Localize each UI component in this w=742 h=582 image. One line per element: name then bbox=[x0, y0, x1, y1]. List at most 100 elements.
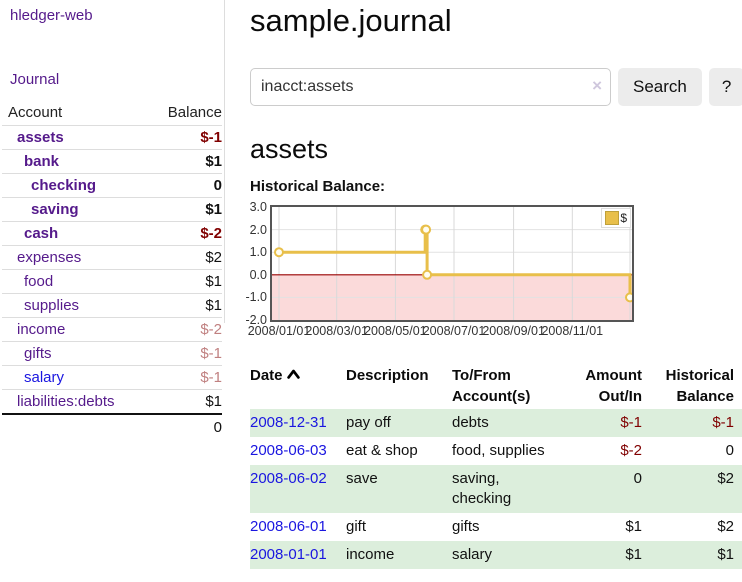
legend-label: $ bbox=[620, 210, 627, 225]
transaction-accounts: food, supplies bbox=[452, 442, 545, 459]
accounts-table: Account Balance assets $-1 bank $1 checking 0… bbox=[2, 99, 222, 440]
account-balance: $1 bbox=[205, 297, 222, 314]
register-header-date[interactable]: Date bbox=[250, 363, 346, 409]
account-balance: $1 bbox=[205, 201, 222, 218]
chart-title: Historical Balance: bbox=[250, 178, 386, 195]
x-tick-label: 2008/11/01 bbox=[541, 324, 604, 338]
account-link-salary[interactable]: salary bbox=[24, 369, 65, 386]
register-header-date-label: Date bbox=[250, 367, 283, 384]
main-content: sample.journal × Search ? assets Histori… bbox=[245, 0, 742, 569]
transaction-accounts: gifts bbox=[452, 518, 480, 535]
y-tick-label: 2.0 bbox=[249, 222, 267, 237]
search-form: × Search ? bbox=[250, 68, 742, 106]
register-header-description: Description bbox=[346, 367, 429, 384]
account-link-expenses[interactable]: expenses bbox=[17, 249, 82, 266]
sidebar-item-journal[interactable]: Journal bbox=[10, 71, 60, 88]
transaction-date-link[interactable]: 2008-06-02 bbox=[250, 470, 327, 487]
y-tick-label: -2.0 bbox=[245, 313, 267, 327]
x-tick-label: 2008/01/01 bbox=[247, 324, 311, 338]
account-row: income $-2 bbox=[2, 318, 222, 342]
register-header-accounts: To/From Account(s) bbox=[452, 367, 531, 405]
page-title: sample.journal bbox=[250, 3, 452, 38]
account-row: liabilities:debts $1 bbox=[2, 390, 222, 415]
y-tick-label: 3.0 bbox=[249, 200, 267, 214]
transaction-amount: $-2 bbox=[620, 442, 642, 459]
account-link-supplies[interactable]: supplies bbox=[24, 297, 80, 314]
transaction-amount: $-1 bbox=[620, 414, 642, 431]
account-link-assets[interactable]: assets bbox=[17, 129, 64, 146]
register-header-amount: Amount Out/In bbox=[585, 367, 642, 405]
transaction-accounts: salary bbox=[452, 546, 493, 563]
brand-link[interactable]: hledger-web bbox=[10, 7, 93, 24]
account-link-saving[interactable]: saving bbox=[31, 201, 79, 218]
account-balance: $-1 bbox=[200, 369, 222, 386]
x-tick-label: 2008/09/01 bbox=[482, 324, 545, 338]
accounts-header-balance: Balance bbox=[167, 104, 222, 121]
chart-legend: $ bbox=[601, 208, 631, 228]
transaction-description: save bbox=[346, 470, 378, 487]
sort-ascending-icon bbox=[286, 364, 300, 385]
x-tick-label: 2008/07/01 bbox=[422, 324, 486, 338]
transaction-balance: $2 bbox=[717, 470, 734, 487]
account-link-bank[interactable]: bank bbox=[24, 153, 60, 170]
account-link-food[interactable]: food bbox=[24, 273, 54, 290]
account-balance: $-2 bbox=[200, 321, 222, 338]
account-link-gifts[interactable]: gifts bbox=[24, 345, 52, 362]
search-input[interactable] bbox=[250, 68, 611, 106]
y-tick-label: 1.0 bbox=[249, 245, 267, 260]
account-link-cash[interactable]: cash bbox=[24, 225, 59, 242]
transaction-amount: 0 bbox=[633, 470, 642, 487]
clear-search-icon[interactable]: × bbox=[592, 76, 602, 95]
accounts-total-value: 0 bbox=[150, 413, 222, 440]
transaction-amount: $1 bbox=[625, 518, 642, 535]
accounts-total-row: 0 bbox=[2, 413, 222, 440]
sidebar-divider bbox=[224, 0, 225, 323]
transaction-description: pay off bbox=[346, 414, 391, 431]
chart-canvas bbox=[272, 207, 632, 320]
account-balance: $2 bbox=[205, 249, 222, 266]
register-row: 2008-06-01 gift gifts $1 $2 bbox=[250, 513, 742, 541]
account-link-liabilities-debts[interactable]: liabilities:debts bbox=[17, 393, 115, 410]
accounts-header-account: Account bbox=[8, 104, 63, 121]
search-button[interactable]: Search bbox=[618, 68, 702, 106]
account-row: supplies $1 bbox=[2, 294, 222, 318]
transaction-accounts: saving, checking bbox=[452, 470, 512, 507]
transaction-description: gift bbox=[346, 518, 367, 535]
transaction-accounts: debts bbox=[452, 414, 489, 431]
account-row: checking 0 bbox=[2, 174, 222, 198]
account-balance: $-1 bbox=[200, 129, 222, 146]
y-tick-label: -1.0 bbox=[245, 290, 267, 305]
account-row: assets $-1 bbox=[2, 126, 222, 150]
account-balance: 0 bbox=[213, 177, 222, 194]
account-row: food $1 bbox=[2, 270, 222, 294]
account-balance: $1 bbox=[205, 153, 222, 170]
account-link-checking[interactable]: checking bbox=[31, 177, 97, 194]
account-row: salary $-1 bbox=[2, 366, 222, 390]
account-balance: $-1 bbox=[200, 345, 222, 362]
x-tick-label: 2008/03/01 bbox=[305, 324, 368, 338]
chart-y-axis: 3.0 2.0 1.0 0.0 -1.0 -2.0 bbox=[243, 200, 267, 327]
register-row: 2008-12-31 pay off debts $-1 $-1 bbox=[250, 409, 742, 437]
account-row: gifts $-1 bbox=[2, 342, 222, 366]
transaction-date-link[interactable]: 2008-01-01 bbox=[250, 546, 327, 563]
account-row: saving $1 bbox=[2, 198, 222, 222]
account-row: cash $-2 bbox=[2, 222, 222, 246]
transaction-date-link[interactable]: 2008-06-01 bbox=[250, 518, 327, 535]
chart-plot-area: $ bbox=[270, 205, 634, 322]
chart-x-axis: 2008/01/01 2008/03/01 2008/05/01 2008/07/01… bbox=[248, 322, 634, 338]
account-link-income[interactable]: income bbox=[17, 321, 66, 338]
transaction-date-link[interactable]: 2008-12-31 bbox=[250, 414, 327, 431]
account-balance: $1 bbox=[205, 393, 222, 410]
account-balance: $-2 bbox=[200, 225, 222, 242]
account-row: bank $1 bbox=[2, 150, 222, 174]
help-button[interactable]: ? bbox=[708, 68, 742, 106]
register-row: 2008-01-01 income salary $1 $1 bbox=[250, 541, 742, 569]
account-row: expenses $2 bbox=[2, 246, 222, 270]
transaction-balance: $1 bbox=[717, 546, 734, 563]
register-row: 2008-06-03 eat & shop food, supplies $-2 0 bbox=[250, 437, 742, 465]
account-balance: $1 bbox=[205, 273, 222, 290]
transaction-description: eat & shop bbox=[346, 442, 418, 459]
y-tick-label: 0.0 bbox=[249, 267, 267, 282]
register-table: Date Description To/From Account(s) Amou… bbox=[250, 363, 742, 569]
transaction-date-link[interactable]: 2008-06-03 bbox=[250, 442, 327, 459]
